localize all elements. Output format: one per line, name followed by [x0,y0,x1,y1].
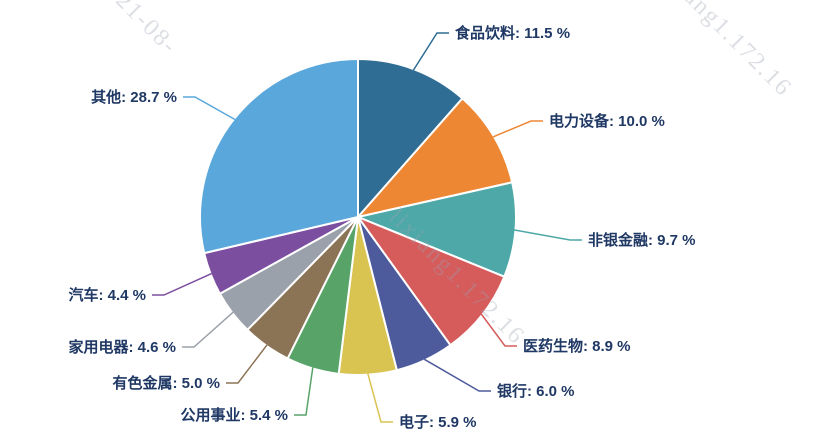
slice-label-power-equipment: 电力设备: 10.0 % [549,112,665,130]
watermark-text: 2021-08- [91,0,183,60]
slice-label-utilities: 公用事业: 5.4 % [180,406,288,424]
label-line-home-appliances [182,311,234,348]
label-line-non-bank-finance [514,229,582,241]
label-line-nonferrous-metals [226,344,268,384]
label-line-power-equipment [492,120,543,138]
slice-label-non-bank-finance: 非银金融: 9.7 % [588,231,696,249]
slice-label-bank: 银行: 6.0 % [497,382,575,400]
slice-label-nonferrous-metals: 有色金属: 5.0 % [112,374,220,392]
label-line-utilities [294,367,314,416]
label-line-food-beverage [412,32,449,71]
slice-label-electronics: 电子: 5.9 % [399,413,477,431]
slice-label-automobile: 汽车: 4.4 % [68,286,146,304]
label-line-others [183,96,236,121]
slice-label-food-beverage: 食品饮料: 11.5 % [455,24,570,42]
slice-label-pharma-bio: 医药生物: 8.9 % [523,337,631,355]
label-line-automobile [152,272,212,296]
label-line-pharma-bio [480,313,517,347]
watermark-text: lixiang1.172.16 [651,0,797,102]
label-line-electronics [367,373,393,423]
slice-label-others: 其他: 28.7 % [91,88,177,106]
label-line-bank [423,358,491,392]
slice-label-home-appliances: 家用电器: 4.6 % [68,338,176,356]
